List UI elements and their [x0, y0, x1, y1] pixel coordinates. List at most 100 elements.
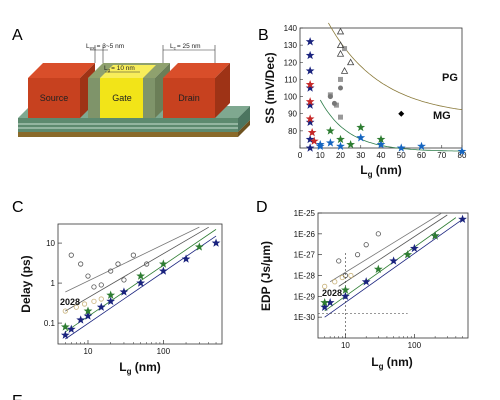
trend-line — [65, 235, 217, 340]
y-tick-label: 120 — [284, 58, 298, 67]
data-point — [305, 117, 315, 127]
data-point — [320, 302, 330, 311]
data-point — [305, 50, 315, 60]
x-axis-label-b: Lg (nm) — [360, 163, 402, 179]
trend-line — [65, 226, 200, 293]
chart-b: 0 10 20 30 40 50 60 70 80 80 90 100 110 120 130 140 PG MG… — [263, 22, 467, 179]
trend-line — [65, 226, 209, 312]
trend-line — [324, 218, 463, 318]
data-point — [346, 58, 355, 66]
x-tick-label: 30 — [356, 151, 365, 160]
data-point — [339, 274, 345, 281]
dimension-lc: Lc= 25 nm — [162, 43, 216, 63]
data-point — [332, 279, 338, 285]
pg-annotation: PG — [442, 72, 458, 84]
data-point — [338, 85, 343, 91]
data-point — [327, 94, 333, 100]
data-point — [144, 261, 150, 267]
data-point — [336, 141, 345, 151]
data-point — [356, 122, 366, 132]
panel-c-label: C — [12, 199, 24, 216]
svg-text:Lg= 10 nm: Lg= 10 nm — [104, 65, 135, 73]
data-point — [409, 243, 419, 253]
x-tick-label: 0 — [298, 151, 303, 160]
data-point — [305, 79, 315, 89]
y-tick-label: 1 — [51, 279, 56, 288]
data-point — [376, 139, 386, 149]
chart-d: 10 100 1E-30 1E-29 1E-28 1E-27 1E-26 1E-25 2028 L… — [259, 209, 469, 371]
data-point — [346, 139, 355, 149]
data-point — [85, 273, 91, 279]
x-tick-label: 20 — [336, 151, 345, 160]
data-point — [348, 272, 354, 279]
data-point — [430, 231, 440, 240]
y-axis-label-c: Delay (ps) — [19, 255, 33, 312]
pg-fit-curve — [328, 22, 463, 111]
data-point — [73, 304, 79, 310]
data-point — [315, 141, 325, 151]
data-point — [305, 66, 315, 75]
data-point — [363, 242, 369, 248]
dimension-lg: Lg= 10 nm — [104, 65, 140, 73]
y-tick-label: 80 — [288, 127, 297, 136]
data-point — [68, 252, 74, 258]
x-axis-label-c: Lg (nm) — [119, 360, 161, 376]
data-point — [106, 296, 116, 306]
lext-value: = 3~5 nm — [97, 43, 124, 50]
data-point — [396, 143, 406, 152]
data-point — [403, 250, 413, 259]
data-point — [211, 238, 221, 247]
y-tick-label: 1E-26 — [294, 230, 316, 239]
data-point — [309, 136, 319, 145]
panel-b-label: B — [258, 27, 269, 44]
drain-block: Drain — [163, 63, 230, 118]
lg-sub-a: g — [108, 68, 111, 73]
x-tick-label: 60 — [417, 151, 426, 160]
y-tick-label: 1E-27 — [294, 251, 316, 260]
data-point — [354, 252, 361, 258]
data-point — [305, 134, 315, 144]
data-point — [373, 264, 383, 273]
data-point — [83, 306, 93, 315]
data-point — [376, 134, 386, 144]
data-point — [340, 67, 349, 74]
x-tick-label: 10 — [341, 341, 350, 350]
trend-line — [329, 212, 443, 283]
x-tick-label: 10 — [84, 347, 93, 356]
data-point — [338, 76, 343, 82]
gate-block: Gate — [88, 63, 170, 118]
data-point — [457, 146, 467, 156]
year-annotation-c: 2028 — [60, 297, 80, 307]
lext-sub: ext — [90, 46, 97, 51]
data-point — [121, 277, 127, 283]
data-point — [194, 242, 204, 251]
data-point — [336, 41, 345, 49]
data-point — [108, 268, 114, 274]
data-point — [322, 283, 328, 289]
data-point — [98, 282, 104, 288]
panel-d-label: D — [256, 199, 268, 216]
x-tick-label: 70 — [437, 151, 446, 160]
lg-label-a: L — [104, 65, 108, 72]
data-point — [136, 278, 146, 287]
data-point — [341, 285, 350, 294]
data-point — [91, 284, 97, 290]
x-tick-label: 100 — [408, 341, 422, 350]
panel-a: A Source Gate — [12, 27, 250, 137]
data-point — [181, 254, 191, 263]
y-tick-label: 1E-29 — [294, 292, 316, 301]
data-point — [326, 126, 335, 135]
y-tick-label: 130 — [284, 41, 298, 50]
data-point — [356, 133, 366, 142]
y-tick-label: 100 — [284, 93, 298, 102]
data-point — [158, 259, 168, 268]
y-tick-label: 140 — [284, 24, 298, 33]
source-block: Source — [28, 63, 95, 118]
x-tick-label: 10 — [316, 151, 325, 160]
y-tick-label: 90 — [288, 110, 297, 119]
data-point — [115, 261, 121, 267]
data-point — [341, 291, 350, 301]
data-point — [96, 302, 106, 311]
trend-line — [338, 214, 448, 287]
